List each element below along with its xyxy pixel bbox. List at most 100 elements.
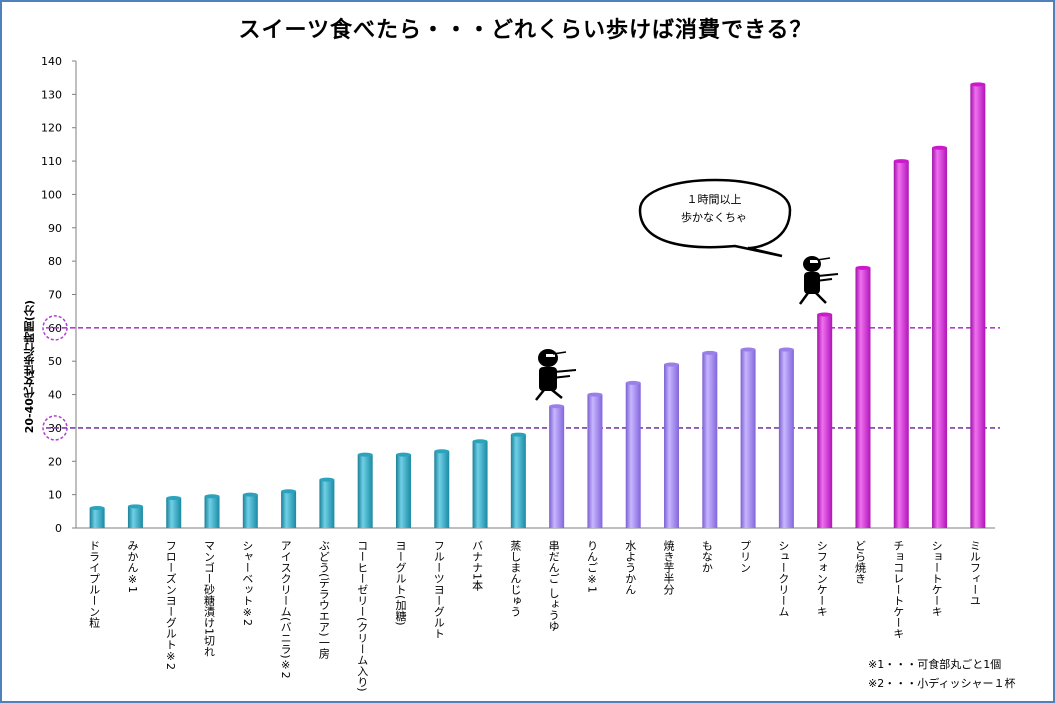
bar-cap xyxy=(817,312,833,317)
bar xyxy=(357,454,373,528)
category-label: ドライプルーン粒 xyxy=(88,540,101,629)
category-label: フローズンヨーグルト※2 xyxy=(164,540,177,670)
y-tick-label: 0 xyxy=(55,522,62,535)
chart-title: スイーツ食べたら・・・どれくらい歩けば消費できる？ xyxy=(238,18,813,43)
bar xyxy=(702,352,718,528)
y-tick-label: 10 xyxy=(48,489,62,502)
bar-cap xyxy=(395,452,411,457)
bar-cap xyxy=(970,82,986,87)
bar-cap xyxy=(472,439,488,444)
bar-cap xyxy=(587,392,603,397)
bar xyxy=(242,494,258,528)
footnote-1: ※1・・・可食部丸ごと1個 xyxy=(868,658,1002,671)
walking-figure-icon xyxy=(535,349,577,401)
category-label: シュークリーム xyxy=(777,540,790,617)
bar-cap xyxy=(89,505,105,510)
y-tick-label: 70 xyxy=(48,289,62,302)
bar xyxy=(89,507,105,528)
bar xyxy=(587,394,603,528)
bar-cap xyxy=(319,477,335,482)
category-label: アイスクリーム(バニラ)※2 xyxy=(279,540,292,679)
bar-cap xyxy=(357,452,373,457)
reference-lines xyxy=(46,327,1000,429)
bar-cap xyxy=(281,489,297,494)
bar xyxy=(472,441,488,528)
bar xyxy=(932,147,948,528)
bar-cap xyxy=(855,265,871,270)
category-label: 串だんご しょうゆ xyxy=(547,540,560,632)
category-label: ミルフィーユ xyxy=(968,540,981,606)
bar-cap xyxy=(740,347,756,352)
category-label: 蒸しまんじゅう xyxy=(509,540,522,617)
category-label: ヨーグルト(加糖) xyxy=(394,540,407,626)
bar xyxy=(778,349,794,528)
speech-bubble: １時間以上 歩かなくちゃ xyxy=(638,178,792,258)
walking-figure-icon xyxy=(798,256,839,305)
bar xyxy=(740,349,756,528)
y-tick-label: 90 xyxy=(48,222,62,235)
bar-cap xyxy=(702,350,718,355)
category-label: もなか xyxy=(700,540,713,573)
bar-cap xyxy=(893,159,909,164)
category-labels: ドライプルーン粒 みかん※1 フローズンヨーグルト※2 マンゴー砂糖漬け1切れ シャーベ… xyxy=(88,540,982,692)
category-label: りんご※1 xyxy=(585,540,598,593)
category-label: 焼き芋半分 xyxy=(662,540,675,595)
bar xyxy=(970,84,986,528)
annotation-line-2: 歩かなくちゃ xyxy=(681,210,747,224)
bar xyxy=(166,497,182,528)
bar-cap xyxy=(510,432,526,437)
y-tick-label: 80 xyxy=(48,255,62,268)
footnote-2: ※2・・・小ディッシャー１杯 xyxy=(868,677,1016,690)
category-label: フルーツヨーグルト xyxy=(432,540,445,639)
bar xyxy=(510,434,526,528)
bar xyxy=(204,496,220,528)
category-label: どら焼き xyxy=(853,540,866,584)
bar xyxy=(281,491,297,528)
y-tick-label: 40 xyxy=(48,389,62,402)
bar-cap xyxy=(549,404,565,409)
bar-cap xyxy=(664,362,680,367)
y-tick-label: 50 xyxy=(48,355,62,368)
bar-cap xyxy=(932,145,948,150)
category-label: コーヒーゼリー(クリーム入り) xyxy=(356,540,369,692)
bar xyxy=(855,267,871,528)
bar xyxy=(625,382,641,528)
bar-cap xyxy=(778,347,794,352)
bar-cap xyxy=(166,495,182,500)
bar-cap xyxy=(204,494,220,499)
y-tick-label: 130 xyxy=(41,88,62,101)
bar xyxy=(319,479,335,528)
category-label: バナナ1本 xyxy=(471,540,484,592)
bar xyxy=(127,506,143,528)
bar xyxy=(434,451,450,528)
category-label: マンゴー砂糖漬け1切れ xyxy=(203,540,216,657)
bar-cap xyxy=(242,492,258,497)
y-tick-label: 20 xyxy=(48,455,62,468)
category-label: ショートケーキ xyxy=(930,540,943,617)
bar-cap xyxy=(434,449,450,454)
footnotes: ※1・・・可食部丸ごと1個 ※2・・・小ディッシャー１杯 xyxy=(868,655,1015,693)
category-label: シャーベット※2 xyxy=(241,540,254,626)
category-label: シフォンケーキ xyxy=(815,540,828,617)
bar xyxy=(817,314,833,528)
bars xyxy=(89,82,986,529)
bar-cap xyxy=(625,380,641,385)
category-label: ぶどう(デラウエア)一房 xyxy=(317,540,330,660)
category-label: 水ようかん xyxy=(624,540,637,595)
y-tick-label: 100 xyxy=(41,188,62,201)
bar xyxy=(549,406,565,528)
annotation-line-1: １時間以上 xyxy=(687,193,742,206)
bar xyxy=(664,364,680,528)
y-tick-label: 140 xyxy=(41,55,62,68)
bar xyxy=(893,161,909,529)
bar xyxy=(395,454,411,528)
y-tick-label: 120 xyxy=(41,122,62,135)
y-tick-label: 110 xyxy=(41,155,62,168)
category-label: プリン xyxy=(739,540,752,573)
category-label: みかん※1 xyxy=(126,540,139,593)
bar-cap xyxy=(127,504,143,509)
category-label: チョコレートケーキ xyxy=(892,540,905,639)
